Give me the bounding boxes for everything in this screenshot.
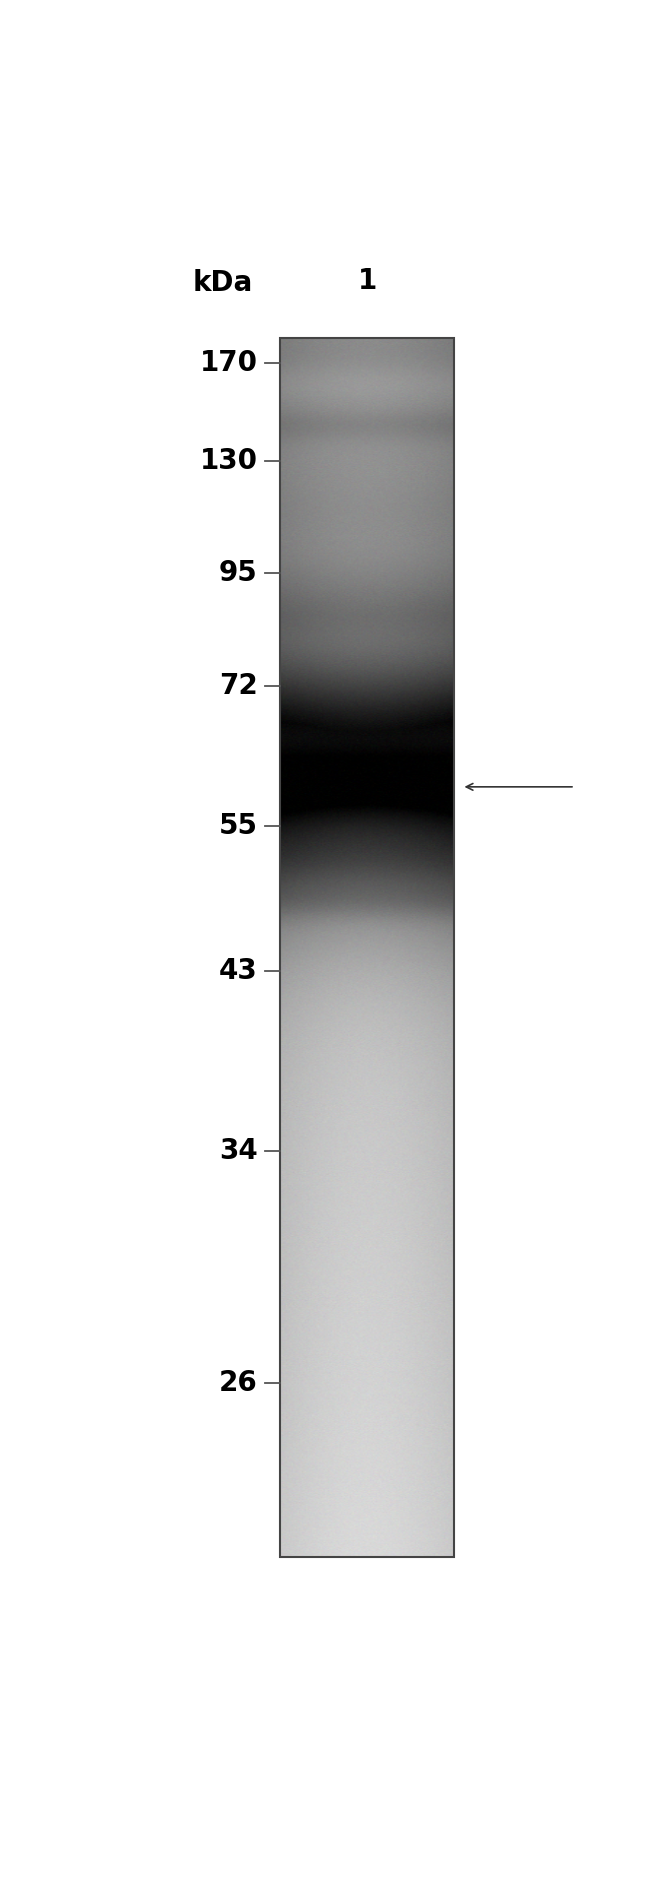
Text: 130: 130 [200,447,257,475]
Bar [280,338,454,1556]
Text: kDa: kDa [192,269,252,297]
Text: 34: 34 [219,1137,257,1165]
Text: 1: 1 [358,267,377,295]
Text: 95: 95 [219,558,257,586]
Text: 26: 26 [219,1370,257,1396]
Text: 72: 72 [219,671,257,699]
Text: 170: 170 [200,349,257,378]
Text: 43: 43 [219,956,257,985]
Text: 55: 55 [218,812,257,840]
